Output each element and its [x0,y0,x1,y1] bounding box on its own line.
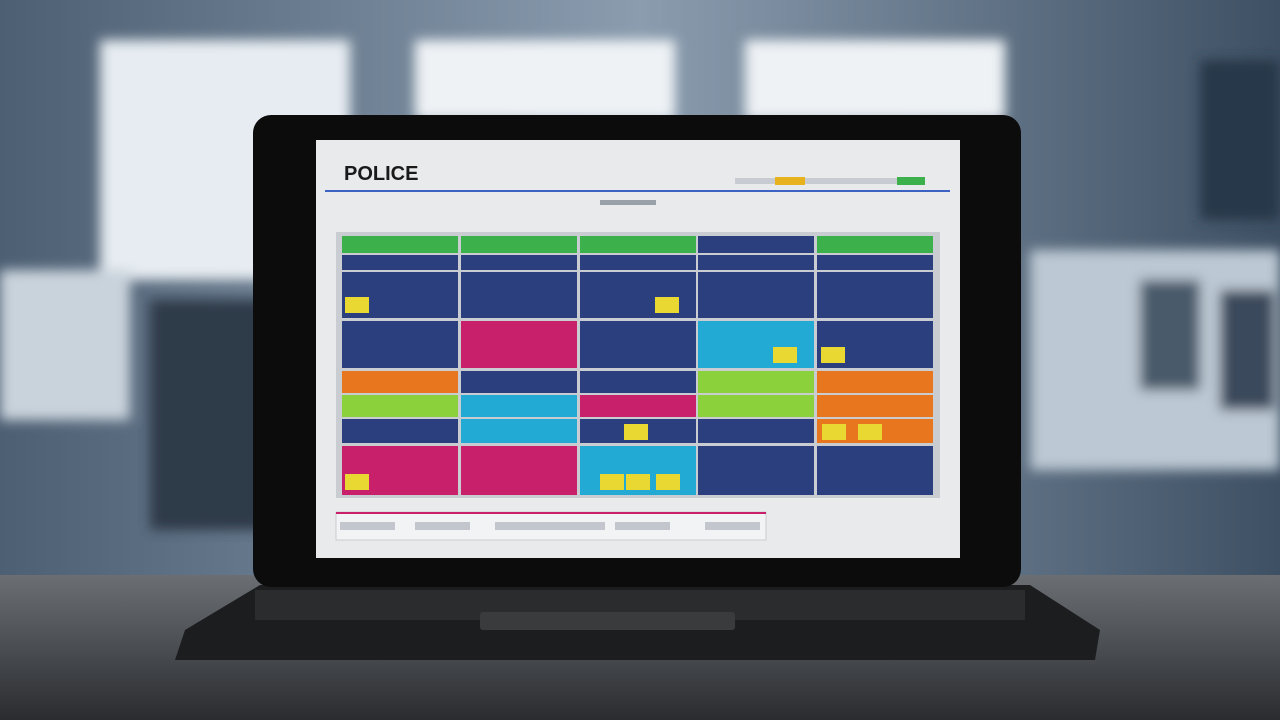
app-screen: POLICE [325,163,950,541]
event-tag [773,347,797,363]
event-tag [821,347,845,363]
schedule-cell [698,395,814,417]
schedule-cell [817,255,933,270]
schedule-cell [580,255,696,270]
event-tag [600,474,624,490]
schedule-cell [580,321,696,368]
footer-tab [415,522,470,530]
schedule-cell [817,446,933,495]
schedule-cell [461,395,577,417]
schedule-cell [817,236,933,253]
schedule-cell [817,395,933,417]
event-tag [345,474,369,490]
schedule-cell [580,236,696,253]
event-tag [626,474,650,490]
footer-tab [550,522,605,530]
schedule-cell [342,236,458,253]
event-tag [345,297,369,313]
schedule-cell [461,272,577,318]
schedule-cell [698,255,814,270]
footer-tab [615,522,670,530]
schedule-cell [580,371,696,393]
app-title: POLICE [344,163,418,185]
schedule-cell [342,419,458,443]
schedule-grid [342,236,933,495]
schedule-cell [461,255,577,270]
event-tag [656,474,680,490]
schedule-cell [817,371,933,393]
schedule-cell [817,272,933,318]
footer-tab [340,522,395,530]
schedule-cell [698,371,814,393]
footer-tab [705,522,760,530]
schedule-cell [698,272,814,318]
schedule-cell [342,255,458,270]
event-tag [624,424,648,440]
schedule-cell [698,419,814,443]
footer-tab [340,522,760,530]
schedule-cell [461,419,577,443]
schedule-cell [461,236,577,253]
schedule-cell [461,321,577,368]
schedule-cell [342,321,458,368]
schedule-cell [580,395,696,417]
event-tag [858,424,882,440]
schedule-cell [461,371,577,393]
schedule-cell [342,395,458,417]
schedule-cell [698,446,814,495]
schedule-cell [698,236,814,253]
event-tag [655,297,679,313]
schedule-cell [461,446,577,495]
footer-tab [495,522,550,530]
event-tag [822,424,846,440]
schedule-cell [342,371,458,393]
